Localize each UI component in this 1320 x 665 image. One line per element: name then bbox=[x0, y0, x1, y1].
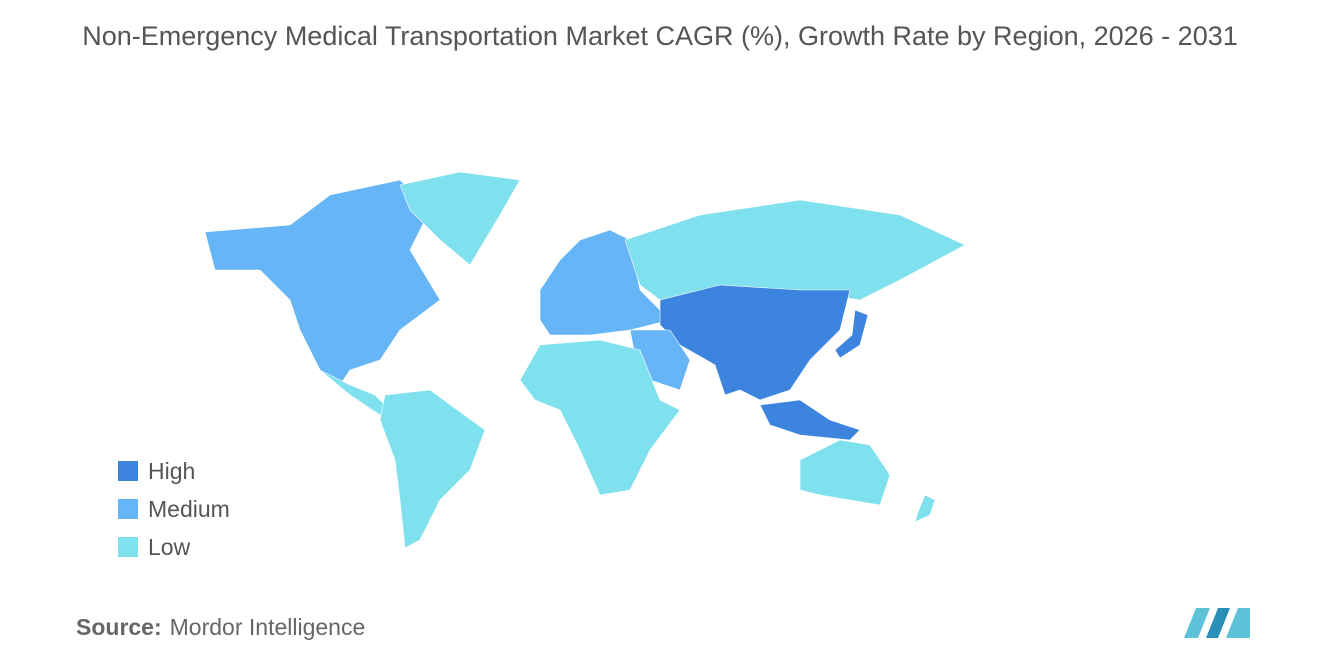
source-label: Source: bbox=[76, 614, 162, 640]
source: Source: Mordor Intelligence bbox=[76, 614, 365, 641]
legend-swatch bbox=[118, 537, 138, 557]
asia bbox=[659, 284, 851, 401]
russia bbox=[624, 199, 966, 301]
australia bbox=[799, 439, 891, 506]
legend-label: Medium bbox=[148, 495, 230, 522]
japan bbox=[834, 309, 869, 359]
southeast-asia bbox=[759, 399, 861, 441]
legend: High Medium Low bbox=[118, 452, 230, 566]
legend-swatch bbox=[118, 461, 138, 481]
legend-item: Low bbox=[118, 528, 230, 566]
new-zealand bbox=[914, 494, 936, 523]
europe bbox=[539, 229, 671, 336]
greenland bbox=[399, 171, 521, 266]
central-america bbox=[319, 369, 391, 416]
south-america bbox=[379, 389, 486, 549]
legend-item: High bbox=[118, 452, 230, 490]
legend-swatch bbox=[118, 499, 138, 519]
north-america bbox=[204, 179, 441, 386]
source-text: Mordor Intelligence bbox=[169, 614, 366, 640]
logo bbox=[1184, 608, 1250, 638]
legend-label: Low bbox=[148, 533, 191, 560]
legend-label: High bbox=[148, 457, 196, 484]
africa bbox=[519, 339, 681, 496]
legend-item: Medium bbox=[118, 490, 230, 528]
title: Non-Emergency Medical Transportation Mar… bbox=[82, 21, 1238, 51]
